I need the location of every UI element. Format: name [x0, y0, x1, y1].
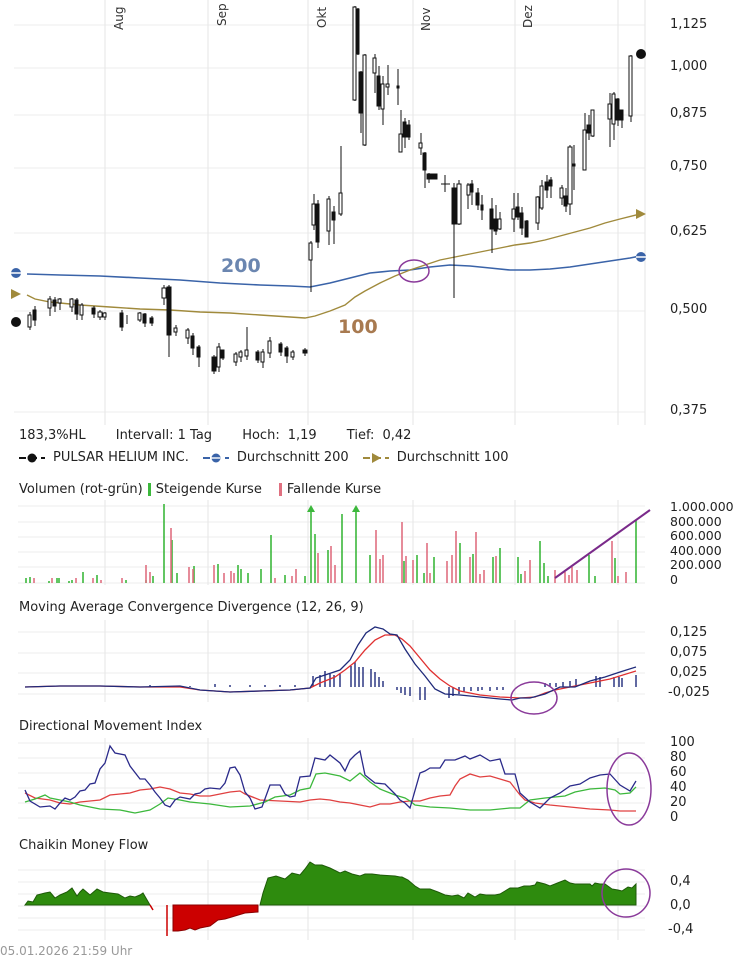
low-value: Tief: 0,42: [346, 428, 412, 443]
cmf-title: Chaikin Money Flow: [19, 838, 149, 853]
month-label-dez: Dez: [521, 5, 535, 28]
volume-chart: 1.000.000 800.000 600.000 400.000 200.00…: [0, 499, 744, 590]
macd-title: Moving Average Convergence Divergence (1…: [19, 600, 364, 615]
cmf-chart-canvas: [18, 860, 651, 940]
high-value: Hoch: 1,19: [242, 428, 317, 443]
price-y-label: 1,000: [670, 59, 708, 74]
macd-crossover-annotation: [510, 681, 558, 715]
dmi-chart-canvas: [18, 738, 652, 826]
ma-crossover-annotation: [398, 259, 430, 283]
price-y-label: 0,875: [670, 106, 708, 121]
price-y-label: 0,750: [670, 159, 708, 174]
offscale-arrow-icon: [352, 505, 360, 512]
macd-signal-line: [24, 634, 637, 699]
month-label-okt: Okt: [315, 6, 329, 28]
price-y-label: 0,500: [670, 302, 708, 317]
price-chart: Aug Sep Okt Nov Dez 1,125 1,000 0,875 0,…: [0, 0, 744, 425]
price-start-marker: [11, 317, 21, 327]
macd-y-axis: 0,125 0,075 0,025 -0,025: [668, 625, 710, 700]
ma100-line: [26, 213, 641, 319]
stock-legend-icon: [19, 453, 45, 462]
price-y-label: 1,125: [670, 17, 708, 32]
month-label-nov: Nov: [419, 7, 433, 31]
month-label-sep: Sep: [215, 3, 229, 26]
dmi-plus-line: [24, 772, 637, 814]
falling-label: Fallende Kurse: [286, 482, 382, 497]
rising-color-swatch: [147, 483, 151, 496]
volume-title: Volumen (rot-grün): [19, 482, 143, 497]
adx-line: [24, 744, 637, 810]
ma200-line: [26, 255, 641, 288]
volume-chart-canvas: [18, 500, 651, 585]
ma100-start-marker: [11, 289, 21, 299]
price-y-label: 0,375: [670, 403, 708, 418]
cmf-chart: 0,4 0,0 -0,4: [0, 855, 744, 945]
offscale-arrow-icon: [307, 505, 315, 512]
price-last-marker: [636, 49, 646, 59]
cmf-latest-annotation: [601, 868, 651, 918]
hl-percent: 183,3%HL: [19, 428, 86, 443]
candlesticks: [27, 6, 633, 374]
legend-item-ma200[interactable]: Durchschnitt 200: [202, 450, 349, 465]
dmi-chart: 100 80 60 40 20 0: [0, 735, 744, 833]
dmi-minus-line: [24, 773, 636, 812]
dmi-title: Directional Movement Index: [19, 719, 203, 734]
price-y-label: 0,625: [670, 224, 708, 239]
ma100-label: 100: [338, 316, 378, 338]
falling-color-swatch: [278, 483, 282, 496]
legend-item-stock[interactable]: PULSAR HELIUM INC.: [19, 450, 189, 465]
price-chart-canvas: [11, 0, 646, 425]
cmf-y-axis: 0,4 0,0 -0,4: [668, 874, 694, 937]
timestamp: 05.01.2026 21:59 Uhr: [0, 944, 133, 958]
ma100-legend-icon: [362, 452, 389, 463]
volume-title-row: Volumen (rot-grün) Steigende Kurse Falle…: [19, 482, 381, 497]
ma100-last-marker: [636, 209, 646, 219]
dmi-y-axis: 100 80 60 40 20 0: [670, 735, 695, 825]
macd-chart: 0,125 0,075 0,025 -0,025: [0, 620, 744, 715]
cmf-positive-area: [24, 887, 151, 906]
macd-line: [24, 626, 637, 701]
month-label-aug: Aug: [112, 6, 126, 30]
volume-trendline: [554, 509, 651, 579]
ma200-label: 200: [221, 255, 261, 277]
ma200-legend-icon: [202, 453, 229, 462]
rising-label: Steigende Kurse: [155, 482, 262, 497]
cmf-positive-area: [259, 861, 637, 906]
interval-label: Intervall: 1 Tag: [115, 428, 213, 443]
legend-item-ma100[interactable]: Durchschnitt 100: [362, 450, 509, 465]
volume-y-axis: 1.000.000 800.000 600.000 400.000 200.00…: [670, 499, 734, 587]
cmf-negative-area: [172, 904, 259, 932]
macd-chart-canvas: [18, 620, 645, 715]
price-legend: PULSAR HELIUM INC. Durchschnitt 200 Durc…: [19, 450, 523, 465]
price-info-row: 183,3%HL Intervall: 1 Tag Hoch: 1,19 Tief…: [19, 428, 437, 443]
dmi-latest-annotation: [606, 752, 652, 826]
